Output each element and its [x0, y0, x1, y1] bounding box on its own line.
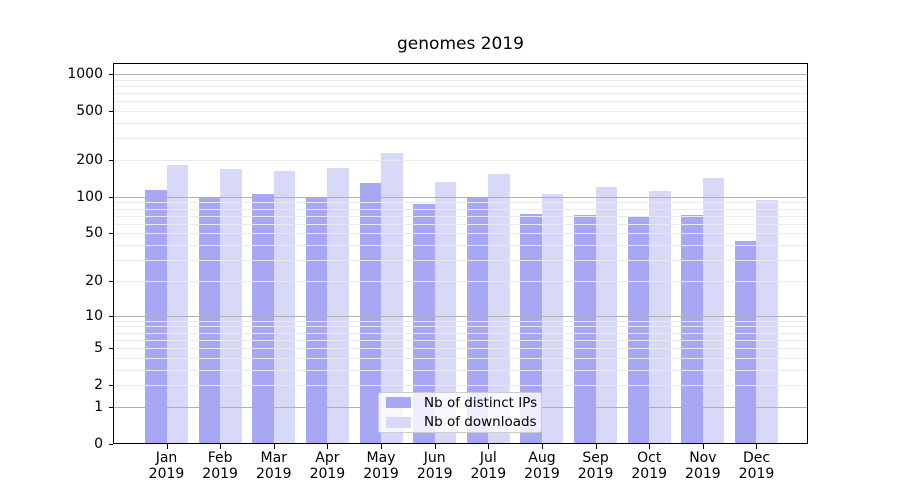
y-tick-label: 1000: [67, 66, 103, 82]
y-tick-mark: [109, 348, 113, 350]
x-tick-label: Feb 2019: [202, 450, 238, 482]
y-tick-mark: [109, 233, 113, 235]
x-tick-label: Dec 2019: [738, 450, 775, 482]
x-tick-label: Jan 2019: [148, 450, 185, 482]
bar-distinct-ips: [359, 183, 382, 444]
x-tick-label: Oct 2019: [631, 450, 668, 482]
legend-item-distinct-ips: Nb of distinct IPs: [386, 393, 541, 413]
gridline-minor: [114, 111, 807, 113]
gridline-major: [114, 74, 807, 75]
legend-item-downloads: Nb of downloads: [386, 413, 541, 433]
gridline-minor: [114, 79, 807, 81]
x-tick-label: Nov 2019: [685, 450, 721, 482]
bar-downloads: [756, 200, 778, 444]
bar-distinct-ips: [145, 189, 167, 444]
bar-distinct-ips: [734, 241, 757, 444]
bar-distinct-ips: [574, 214, 596, 444]
x-tick-mark: [541, 444, 543, 449]
y-tick-mark: [109, 385, 113, 387]
x-tick-label: May 2019: [363, 450, 399, 482]
x-tick-mark: [595, 444, 597, 449]
y-tick-label: 100: [76, 188, 103, 205]
bar-downloads: [595, 186, 618, 444]
y-tick-mark: [109, 196, 113, 198]
gridline-minor: [114, 159, 807, 161]
bar-downloads: [220, 169, 242, 444]
bar-downloads: [488, 173, 510, 444]
legend-swatch-distinct-ips-icon: [386, 397, 411, 409]
bar-downloads: [273, 170, 296, 444]
gridline-minor: [114, 93, 807, 95]
bar-downloads: [381, 152, 403, 444]
bar-distinct-ips: [198, 197, 221, 444]
x-tick-mark: [434, 444, 436, 449]
x-tick-label: Aug 2019: [524, 450, 560, 482]
x-tick-mark: [166, 444, 168, 449]
bar-downloads: [702, 177, 725, 444]
legend-label-downloads: Nb of downloads: [424, 414, 537, 431]
bar-downloads: [541, 193, 564, 444]
x-tick-mark: [220, 444, 222, 449]
legend-swatch-downloads-icon: [386, 416, 411, 428]
y-tick-label: 50: [85, 225, 103, 242]
y-tick-mark: [109, 280, 113, 282]
x-tick-mark: [649, 444, 651, 449]
gridline-minor: [114, 101, 807, 103]
bar-downloads: [649, 191, 671, 444]
bar-downloads: [327, 167, 349, 444]
x-tick-mark: [327, 444, 329, 449]
x-tick-label: Jul 2019: [470, 450, 507, 482]
y-tick-label: 0: [94, 436, 103, 452]
y-tick-label: 1: [94, 398, 103, 415]
y-tick-label: 5: [94, 340, 103, 357]
x-tick-mark: [756, 444, 758, 449]
bar-distinct-ips: [520, 214, 542, 444]
bar-distinct-ips: [413, 203, 435, 444]
x-tick-mark: [488, 444, 490, 449]
bar-distinct-ips: [252, 194, 274, 444]
y-tick-label: 20: [85, 272, 103, 289]
y-tick-label: 200: [76, 151, 103, 168]
x-tick-mark: [381, 444, 383, 449]
y-tick-label: 2: [94, 377, 103, 394]
bar-distinct-ips: [305, 196, 328, 444]
x-tick-mark: [702, 444, 704, 449]
bar-downloads: [166, 165, 188, 444]
y-tick-label: 10: [85, 307, 103, 324]
bar-distinct-ips: [681, 214, 703, 444]
gridline-minor: [114, 122, 807, 124]
chart-title: genomes 2019: [397, 34, 524, 54]
x-tick-label: Mar 2019: [255, 450, 292, 482]
bar-distinct-ips: [627, 217, 650, 444]
y-tick-mark: [109, 111, 113, 113]
legend-label-distinct-ips: Nb of distinct IPs: [424, 394, 538, 411]
legend: Nb of distinct IPs Nb of downloads: [378, 392, 542, 433]
x-tick-label: Jun 2019: [416, 450, 453, 482]
y-tick-mark: [109, 159, 113, 161]
y-tick-label: 500: [76, 103, 103, 120]
y-tick-mark: [109, 406, 113, 408]
x-tick-label: Sep 2019: [577, 450, 614, 482]
x-tick-label: Apr 2019: [309, 450, 346, 482]
gridline-minor: [114, 85, 807, 87]
y-tick-mark: [109, 74, 113, 75]
x-tick-mark: [273, 444, 275, 449]
y-tick-mark: [109, 315, 113, 317]
y-tick-mark: [109, 444, 113, 445]
bar-downloads: [434, 182, 457, 444]
gridline-minor: [114, 138, 807, 140]
